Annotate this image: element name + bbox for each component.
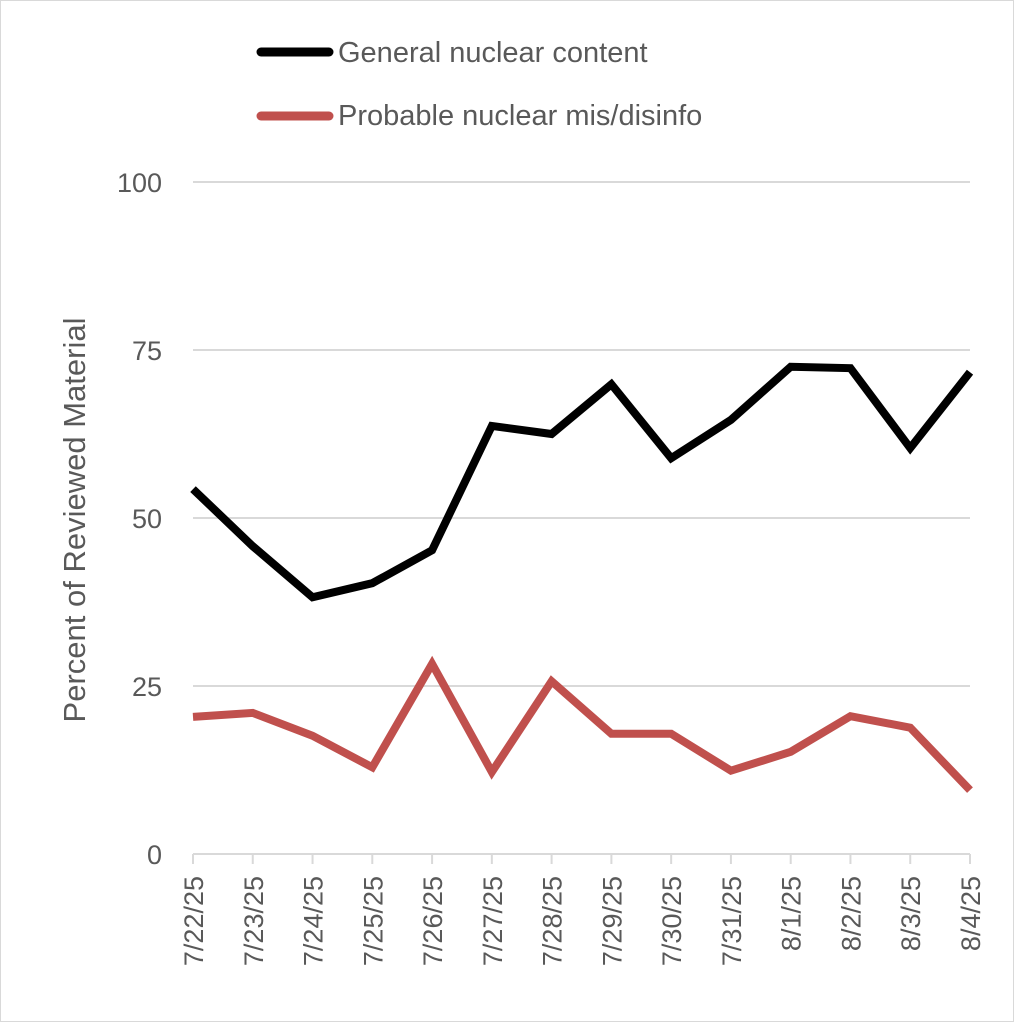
x-tick-label: 8/4/25 xyxy=(956,876,986,951)
y-tick-label: 100 xyxy=(117,168,162,198)
x-tick-label: 8/2/25 xyxy=(836,876,866,951)
y-axis-ticks: 0 25 50 75 100 xyxy=(117,168,162,870)
y-axis-title: Percent of Reviewed Material xyxy=(57,318,92,723)
legend-label-general: General nuclear content xyxy=(338,37,648,69)
x-tick-label: 8/3/25 xyxy=(896,876,926,951)
x-axis xyxy=(192,853,971,864)
x-tick-label: 7/29/25 xyxy=(597,876,627,966)
series-lines xyxy=(190,362,974,793)
series-line-1 xyxy=(192,655,973,793)
x-tick-label: 7/31/25 xyxy=(717,876,747,966)
x-tick-label: 8/1/25 xyxy=(777,876,807,951)
x-tick-label: 7/24/25 xyxy=(299,876,329,966)
x-tick-label: 7/30/25 xyxy=(657,876,687,966)
x-tick-label: 7/27/25 xyxy=(478,876,508,966)
x-tick-label: 7/28/25 xyxy=(538,876,568,966)
y-tick-label: 50 xyxy=(132,504,162,534)
x-tick-label: 7/26/25 xyxy=(418,876,448,966)
gridlines xyxy=(193,181,970,687)
x-tick-label: 7/23/25 xyxy=(239,876,269,966)
x-tick-label: 7/25/25 xyxy=(358,876,388,966)
legend-label-misinfo: Probable nuclear mis/disinfo xyxy=(338,100,702,132)
y-tick-label: 75 xyxy=(132,336,162,366)
series-line-0 xyxy=(190,362,974,602)
y-tick-label: 25 xyxy=(132,672,162,702)
x-tick-label: 7/22/25 xyxy=(179,876,209,966)
legend: General nuclear content Probable nuclear… xyxy=(256,37,702,132)
y-tick-label: 0 xyxy=(147,840,162,870)
x-axis-ticks: 7/22/25 7/23/25 7/24/25 7/25/25 7/26/25 7/27/… xyxy=(179,876,986,966)
